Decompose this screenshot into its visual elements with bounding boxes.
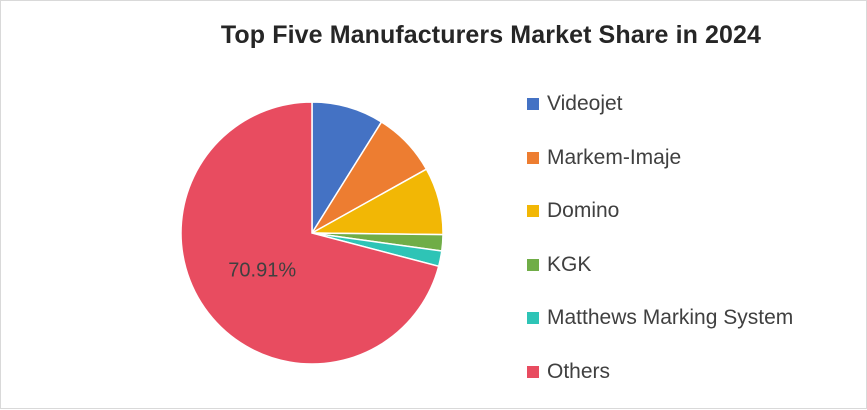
legend-swatch (527, 365, 539, 378)
legend-label: Others (547, 359, 611, 383)
legend-label: Matthews Marking System (547, 306, 794, 329)
legend-swatch (527, 151, 539, 164)
pie-slice-others (180, 101, 440, 365)
legend-swatch (527, 312, 539, 324)
legend-item-matthews-marking-system: Matthews Marking System (527, 305, 793, 331)
pie-data-labels: 70.91% (228, 260, 296, 282)
legend-item-others: Others (527, 359, 610, 385)
legend-swatch (527, 258, 539, 271)
legend-label: KGK (547, 252, 592, 276)
legend-item-videojet: Videojet (527, 91, 623, 117)
legend-label: Videojet (547, 92, 623, 115)
legend-item-domino: Domino (527, 198, 619, 224)
pie-slices (180, 101, 444, 365)
legend-label: Markem-Imaje (547, 145, 682, 169)
legend-swatch (527, 98, 539, 110)
chart-title: Top Five Manufacturers Market Share in 2… (220, 21, 762, 49)
data-label-others: 70.91% (228, 260, 296, 282)
legend-swatch (527, 205, 539, 217)
legend-label: Domino (547, 199, 620, 222)
legend-item-kgk: KGK (527, 252, 591, 278)
legend-item-markem-imaje: Markem-Imaje (527, 145, 681, 171)
